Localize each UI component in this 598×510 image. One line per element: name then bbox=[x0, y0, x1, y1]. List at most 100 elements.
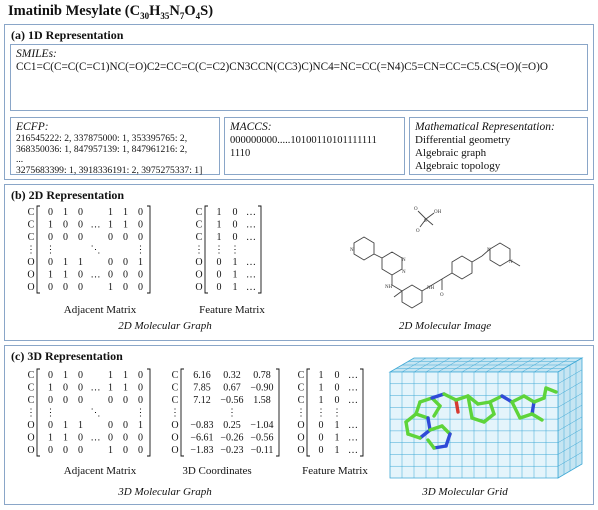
molecule-bond bbox=[530, 400, 536, 416]
adj3d-cell: 0 bbox=[123, 445, 128, 456]
adj3d-cell: 0 bbox=[48, 370, 53, 381]
adjacent-matrix-caption-3d: Adjacent Matrix bbox=[63, 465, 137, 477]
mesylate-o-2: O bbox=[416, 229, 420, 234]
adj2d-cell: 0 bbox=[48, 282, 53, 293]
adj2d-cell: 1 bbox=[108, 282, 113, 293]
piperazine-n-1: N bbox=[487, 248, 491, 253]
adj2d-cell: ⋱ bbox=[91, 245, 101, 256]
feat2d-cell: ⋮ bbox=[214, 245, 224, 256]
formula-subscript: 7 bbox=[179, 10, 185, 21]
feat2d-cell: 1 bbox=[217, 232, 222, 243]
feat3d-row-label: ⋮ bbox=[296, 408, 306, 419]
ecfp-values: 216545222: 2, 337875000: 1, 353395765: 2… bbox=[16, 133, 214, 176]
coord3d-cell: 0.25 bbox=[223, 420, 241, 431]
ecfp-label: ECFP: bbox=[16, 121, 49, 133]
feat3d-row-label: C bbox=[298, 395, 305, 406]
adj3d-cell: 1 bbox=[138, 420, 143, 431]
feat3d-cell: … bbox=[348, 395, 358, 406]
adj2d-row-label: O bbox=[27, 270, 34, 281]
amide-nh: NH bbox=[427, 286, 435, 291]
adj2d-row-label: C bbox=[28, 220, 35, 231]
adj3d-cell: 0 bbox=[123, 420, 128, 431]
molecule-bond bbox=[482, 412, 496, 424]
adj3d-cell: 1 bbox=[63, 433, 68, 444]
molecule-bond bbox=[432, 444, 448, 450]
coord3d-cell: −0.11 bbox=[251, 445, 274, 456]
feat3d-cell: 1 bbox=[319, 370, 324, 381]
mesylate-oh: OH bbox=[434, 210, 442, 215]
molecule-bond bbox=[454, 394, 470, 402]
adj3d-cell: 0 bbox=[78, 445, 83, 456]
adj2d-cell: 1 bbox=[123, 207, 128, 218]
coord3d-cell: ⋮ bbox=[227, 408, 237, 419]
molecule-bond bbox=[426, 438, 436, 450]
formula-element: O bbox=[184, 3, 196, 19]
feature-matrix-caption-2d: Feature Matrix bbox=[199, 304, 265, 316]
mesylate-o-1: O bbox=[414, 207, 418, 212]
ecfp-box: ECFP: 216545222: 2, 337875000: 1, 353395… bbox=[10, 117, 220, 175]
smiles-value: CC1=C(C=C(C=C1)NC(=O)C2=CC=C(C=C2)CN3CCN… bbox=[16, 61, 548, 73]
feat2d-cell: 1 bbox=[217, 220, 222, 231]
feat2d-row-label: C bbox=[196, 232, 203, 243]
feat2d-cell: 1 bbox=[233, 257, 238, 268]
molecule-bond bbox=[518, 412, 534, 420]
adj2d-row-label: O bbox=[27, 282, 34, 293]
coord3d-cell: −1.83 bbox=[190, 445, 213, 456]
feat3d-cell: 1 bbox=[335, 420, 340, 431]
matrix-bracket bbox=[306, 368, 364, 457]
math-item-differential-geometry: Differential geometry bbox=[415, 134, 511, 146]
adj3d-cell: 0 bbox=[78, 370, 83, 381]
adj3d-cell: 0 bbox=[48, 420, 53, 431]
adj2d-row-label: C bbox=[28, 207, 35, 218]
feat2d-cell: 0 bbox=[217, 282, 222, 293]
adj2d-cell: 1 bbox=[108, 207, 113, 218]
feat2d-row-label: C bbox=[196, 207, 203, 218]
maccs-line: 000000000.....10100110101111111 bbox=[230, 135, 377, 146]
feat2d-cell: … bbox=[246, 232, 256, 243]
adj2d-cell: 1 bbox=[108, 220, 113, 231]
adj3d-cell: 0 bbox=[123, 433, 128, 444]
adj2d-cell: 1 bbox=[48, 220, 53, 231]
ecfp-line: 368350036: 1, 847957139: 1, 847961216: 2… bbox=[16, 143, 188, 155]
3d-molecular-grid bbox=[388, 357, 584, 479]
adj3d-cell: 0 bbox=[138, 445, 143, 456]
feat3d-cell: 0 bbox=[319, 433, 324, 444]
adj2d-row-label: O bbox=[27, 257, 34, 268]
molecule-bond bbox=[414, 412, 430, 420]
feat3d-cell: 1 bbox=[319, 383, 324, 394]
adj3d-row-label: C bbox=[28, 370, 35, 381]
amine-nh: NH bbox=[385, 285, 393, 290]
formula-subscript: 4 bbox=[195, 10, 201, 21]
adj3d-cell: … bbox=[91, 383, 101, 394]
adj3d-cell: 1 bbox=[108, 383, 113, 394]
feat2d-cell: 1 bbox=[217, 207, 222, 218]
adj2d-cell: 0 bbox=[138, 220, 143, 231]
molecule-bond bbox=[428, 424, 444, 432]
adj2d-cell: ⋮ bbox=[136, 245, 146, 256]
molecule-bond bbox=[442, 392, 458, 402]
maccs-line: 1110 bbox=[230, 148, 251, 159]
3d-molecular-grid-caption: 3D Molecular Grid bbox=[422, 486, 508, 498]
molecule-bond bbox=[432, 404, 442, 418]
formula-subscript: 30 bbox=[140, 10, 150, 21]
feat3d-cell: 1 bbox=[335, 433, 340, 444]
feat3d-cell: … bbox=[348, 370, 358, 381]
coord3d-cell: 0.32 bbox=[223, 370, 241, 381]
adj2d-cell: 0 bbox=[123, 282, 128, 293]
feat3d-cell: … bbox=[348, 383, 358, 394]
adj3d-row-label: O bbox=[27, 445, 34, 456]
feat3d-cell: … bbox=[348, 420, 358, 431]
panel-1d-representation: (a) 1D Representation SMILEs: CC1=C(C=C(… bbox=[4, 24, 594, 180]
adj2d-cell: 0 bbox=[138, 282, 143, 293]
adj3d-row-label: O bbox=[27, 420, 34, 431]
molecule-bond bbox=[470, 416, 486, 424]
adj3d-cell: 1 bbox=[123, 383, 128, 394]
molecule-bond bbox=[510, 400, 522, 420]
molecule-bond bbox=[454, 398, 460, 414]
molecule-bond bbox=[488, 400, 496, 416]
maccs-box: MACCS: 000000000.....10100110101111111 1… bbox=[224, 117, 405, 175]
adj3d-cell: 0 bbox=[48, 395, 53, 406]
coord3d-cell: −0.83 bbox=[190, 420, 213, 431]
